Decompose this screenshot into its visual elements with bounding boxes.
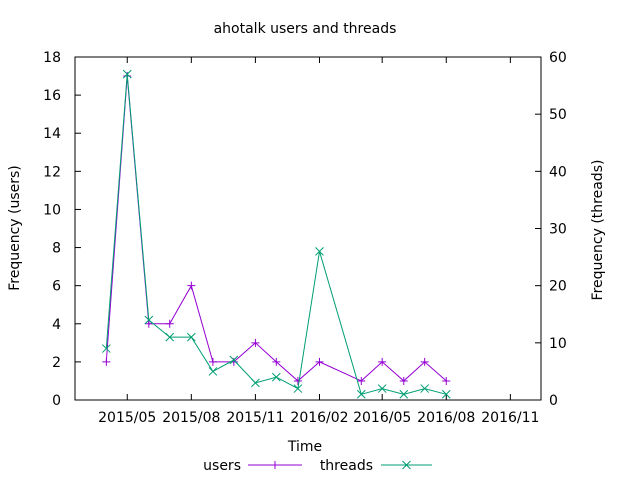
data-point-threads xyxy=(293,384,303,393)
plot-frame xyxy=(74,56,542,401)
x-tick-label: 2016/05 xyxy=(353,410,411,426)
data-point-users xyxy=(187,281,196,290)
data-point-threads xyxy=(229,355,239,365)
data-point-users xyxy=(208,357,217,366)
chart-title: ahotalk users and threads xyxy=(214,21,397,37)
y-tick-label: 4 xyxy=(52,317,61,333)
data-point-threads xyxy=(271,372,281,382)
y-tick-label: 6 xyxy=(52,279,61,295)
y2-tick-label: 30 xyxy=(549,222,567,238)
y-tick-label: 12 xyxy=(43,164,61,180)
data-point-threads xyxy=(441,389,451,399)
x-tick-label: 2015/05 xyxy=(98,410,156,426)
data-point-users xyxy=(357,376,366,385)
series-line-threads xyxy=(105,74,447,395)
x-axis-label: Time xyxy=(287,439,322,455)
y2-tick-label: 40 xyxy=(549,164,567,180)
y2-tick-label: 10 xyxy=(549,336,567,352)
data-point-threads xyxy=(186,332,196,342)
legend-label-threads: threads xyxy=(320,458,373,474)
data-point-threads xyxy=(420,384,430,393)
data-point-threads xyxy=(377,384,387,393)
data-point-users xyxy=(399,376,408,385)
x-tick-label: 2016/08 xyxy=(417,410,475,426)
x-tick-label: 2016/11 xyxy=(481,410,539,426)
x-tick-label: 2016/02 xyxy=(290,410,348,426)
y-tick-label: 10 xyxy=(43,202,61,218)
data-point-users xyxy=(272,357,281,366)
y-tick-label: 14 xyxy=(43,126,61,142)
series-threads xyxy=(101,69,451,399)
data-point-threads xyxy=(208,367,218,376)
data-point-threads xyxy=(144,315,154,325)
series-line-users xyxy=(105,76,447,382)
y-tick-label: 2 xyxy=(52,355,61,371)
y-tick-label: 16 xyxy=(43,88,61,104)
data-point-threads xyxy=(165,332,175,342)
y-tick-label: 0 xyxy=(52,393,61,409)
y2-axis-label: Frequency (threads) xyxy=(590,160,606,301)
data-point-users xyxy=(442,376,451,385)
y2-tick-label: 50 xyxy=(549,107,567,123)
data-point-users xyxy=(165,319,174,328)
legend-marker-users xyxy=(271,461,279,469)
y-axis-label: Frequency (users) xyxy=(7,165,23,291)
data-point-users xyxy=(315,357,324,366)
legend-marker-threads xyxy=(402,460,411,470)
x-tick-label: 2015/08 xyxy=(162,410,220,426)
data-point-users xyxy=(293,376,302,385)
x-tick-label: 2015/11 xyxy=(226,410,284,426)
y2-tick-label: 0 xyxy=(549,393,558,409)
data-point-users xyxy=(378,357,387,366)
data-point-threads xyxy=(356,389,366,399)
y-tick-label: 8 xyxy=(52,241,61,257)
data-point-threads xyxy=(251,378,260,388)
legend-label-users: users xyxy=(203,458,241,474)
y2-tick-label: 60 xyxy=(549,50,567,66)
data-point-users xyxy=(420,357,429,366)
data-point-threads xyxy=(315,247,324,256)
series-users xyxy=(102,72,451,385)
y2-tick-label: 20 xyxy=(549,279,567,295)
data-point-users xyxy=(144,319,153,328)
data-point-users xyxy=(251,338,260,347)
data-point-users xyxy=(102,357,111,366)
data-point-threads xyxy=(399,389,409,399)
y-tick-label: 18 xyxy=(43,50,61,66)
data-point-threads xyxy=(101,344,111,353)
data-point-threads xyxy=(122,69,132,79)
